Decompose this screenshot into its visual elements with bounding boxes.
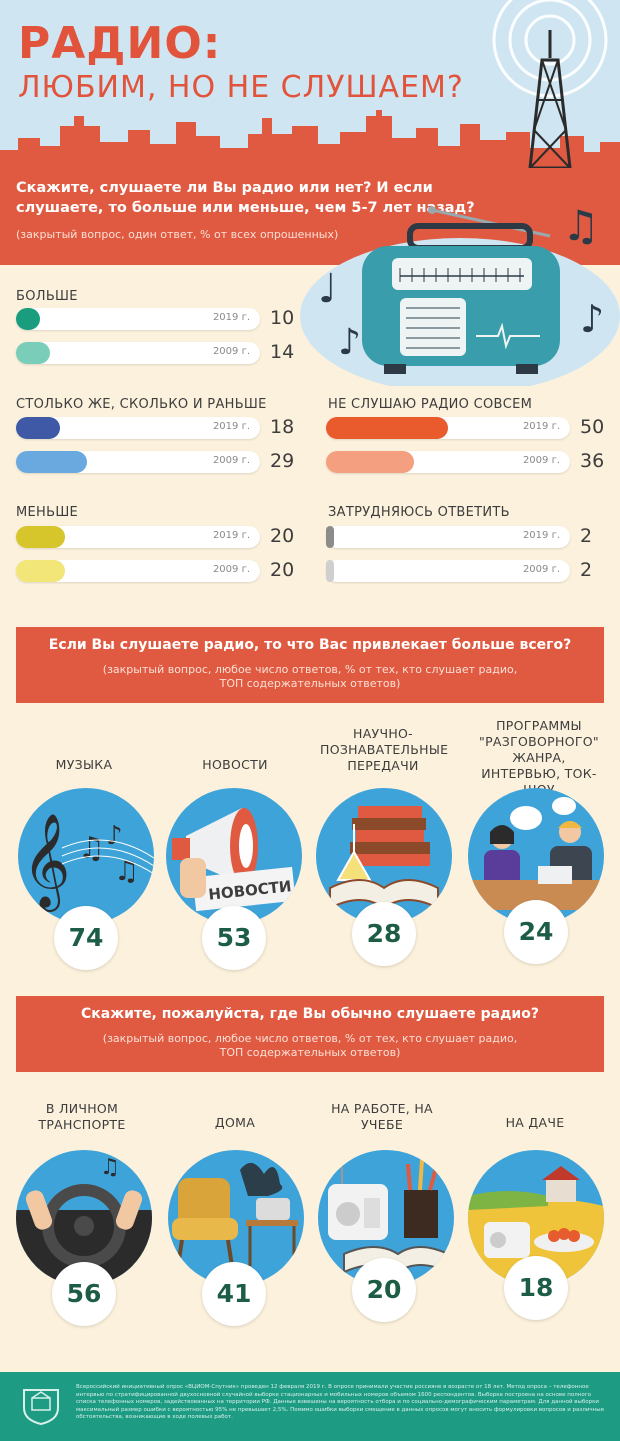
svg-text:♫: ♫ (562, 201, 600, 250)
question-1-text: Скажите, слушаете ли Вы радио или нет? И… (16, 180, 475, 216)
svg-text:♫: ♫ (114, 854, 139, 887)
armchair-icon (172, 1162, 298, 1267)
bar-year-label: 2019 г. (212, 421, 250, 432)
attract-label-news: НОВОСТИ (202, 757, 268, 772)
bar-value-label: 50 (580, 416, 605, 438)
category-label: НЕ СЛУШАЮ РАДИО СОВСЕМ (328, 397, 533, 412)
bar-fill (326, 417, 448, 439)
question-3-note: (закрытый вопрос, любое число ответов, %… (102, 1032, 518, 1059)
bar-fill (326, 451, 414, 473)
place-label-home: ДОМА (214, 1115, 256, 1130)
office-radio-icon (328, 1156, 449, 1274)
dacha-icon (468, 1166, 604, 1286)
vciom-logo-icon (23, 1389, 59, 1426)
question-band-3: Скажите, пожалуйста, где Вы обычно слуша… (16, 996, 604, 1072)
place-label-dacha: НА ДАЧЕ (505, 1115, 565, 1130)
bar-year-label: 2019 г. (212, 530, 250, 541)
place-label-work: НА РАБОТЕ, НА УЧЕБЕ (331, 1101, 433, 1132)
attract-label-science: НАУЧНО-ПОЗНАВАТЕЛЬНЫЕ ПЕРЕДАЧИ (320, 726, 449, 773)
page-title: РАДИО: (18, 18, 222, 69)
bar-track: 2009 г. (326, 451, 570, 473)
place-value-home: 41 (202, 1262, 266, 1326)
radio-tower-icon (492, 0, 608, 170)
place-value-transport: 56 (52, 1262, 116, 1326)
footer-methodology-text: Всероссийский инициативный опрос «ВЦИОМ-… (76, 1384, 604, 1420)
question-3-text: Скажите, пожалуйста, где Вы обычно слуша… (80, 1006, 539, 1022)
svg-text:♫: ♫ (100, 1155, 120, 1180)
bar-value-label: 20 (270, 559, 295, 581)
dacha-circle (468, 1150, 604, 1286)
footer (0, 1372, 620, 1441)
bar-fill (16, 560, 65, 582)
page-subtitle: ЛЮБИМ, НО НЕ СЛУШАЕМ? (18, 70, 464, 105)
bar-fill (16, 417, 60, 439)
bar-year-label: 2009 г. (522, 455, 560, 466)
bar-year-label: 2019 г. (212, 312, 250, 323)
attract-value-news: 53 (202, 906, 266, 970)
category-label: МЕНЬШЕ (16, 505, 79, 520)
bar-year-label: 2009 г. (212, 455, 250, 466)
retro-radio-icon: ♫ ♩ ♪ ♪ (300, 201, 620, 386)
books-icon (329, 806, 439, 910)
question-band-2: Если Вы слушаете радио, то что Вас привл… (16, 627, 604, 703)
attract-value-talkshow: 24 (504, 900, 568, 964)
svg-text:𝄞: 𝄞 (22, 813, 70, 912)
place-value-dacha: 18 (504, 1256, 568, 1320)
bar-fill (16, 308, 41, 330)
bar-track: 2009 г. (326, 560, 570, 582)
science-circle (316, 788, 452, 924)
category-label: БОЛЬШЕ (16, 289, 78, 304)
bar-year-label: 2009 г. (212, 564, 250, 575)
bar-value-label: 18 (270, 416, 295, 438)
question-1-note: (закрытый вопрос, один ответ, % от всех … (16, 228, 339, 241)
bar-year-label: 2009 г. (212, 346, 250, 357)
bar-value-label: 14 (270, 341, 295, 363)
bar-year-label: 2019 г. (522, 530, 560, 541)
bar-value-label: 2 (580, 559, 593, 581)
question-2-note: (закрытый вопрос, любое число ответов, %… (102, 663, 518, 690)
bar-track: 2009 г. (16, 451, 260, 473)
bar-track: 2019 г. (16, 417, 260, 439)
attract-label-music: МУЗЫКА (55, 757, 113, 772)
bar-year-label: 2019 г. (522, 421, 560, 432)
city-skyline-icon (0, 110, 620, 170)
place-label-transport: В ЛИЧНОМ ТРАНСПОРТЕ (38, 1101, 126, 1132)
bar-track: 2019 г. (326, 526, 570, 548)
svg-text:♪: ♪ (580, 297, 604, 341)
treble-clef-icon: 𝄞 ♫ ♪ ♫ (22, 813, 154, 912)
category-label: ЗАТРУДНЯЮСЬ ОТВЕТИТЬ (328, 505, 510, 520)
svg-text:♩: ♩ (318, 266, 337, 312)
bar-track: 2019 г. (326, 417, 570, 439)
news-circle: НОВОСТИ (166, 788, 302, 924)
megaphone-icon: НОВОСТИ (172, 808, 296, 912)
svg-text:♪: ♪ (106, 821, 123, 851)
attract-value-science: 28 (352, 902, 416, 966)
bar-track: 2019 г. (16, 308, 260, 330)
bar-value-label: 36 (580, 450, 605, 472)
attract-value-music: 74 (54, 906, 118, 970)
bar-fill (16, 342, 51, 364)
bar-value-label: 10 (270, 307, 295, 329)
bar-value-label: 20 (270, 525, 295, 547)
svg-text:♪: ♪ (338, 322, 361, 363)
bar-track: 2009 г. (16, 560, 260, 582)
talkshow-circle (468, 788, 604, 924)
category-label: СТОЛЬКО ЖЕ, СКОЛЬКО И РАНЬШЕ (16, 397, 267, 412)
bar-fill (16, 526, 65, 548)
attract-label-talkshow: ПРОГРАММЫ "РАЗГОВОРНОГО" ЖАНРА, ИНТЕРВЬЮ… (479, 718, 599, 797)
question-2-text: Если Вы слушаете радио, то что Вас привл… (48, 637, 572, 653)
bar-year-label: 2009 г. (522, 564, 560, 575)
bar-value-label: 2 (580, 525, 593, 547)
place-value-work: 20 (352, 1258, 416, 1322)
bar-value-label: 29 (270, 450, 295, 472)
bar-fill (326, 526, 334, 548)
bar-fill (16, 451, 87, 473)
music-circle: 𝄞 ♫ ♪ ♫ (18, 788, 154, 924)
bar-fill (326, 560, 334, 582)
bar-track: 2019 г. (16, 526, 260, 548)
home-circle (168, 1150, 304, 1286)
bar-track: 2009 г. (16, 342, 260, 364)
